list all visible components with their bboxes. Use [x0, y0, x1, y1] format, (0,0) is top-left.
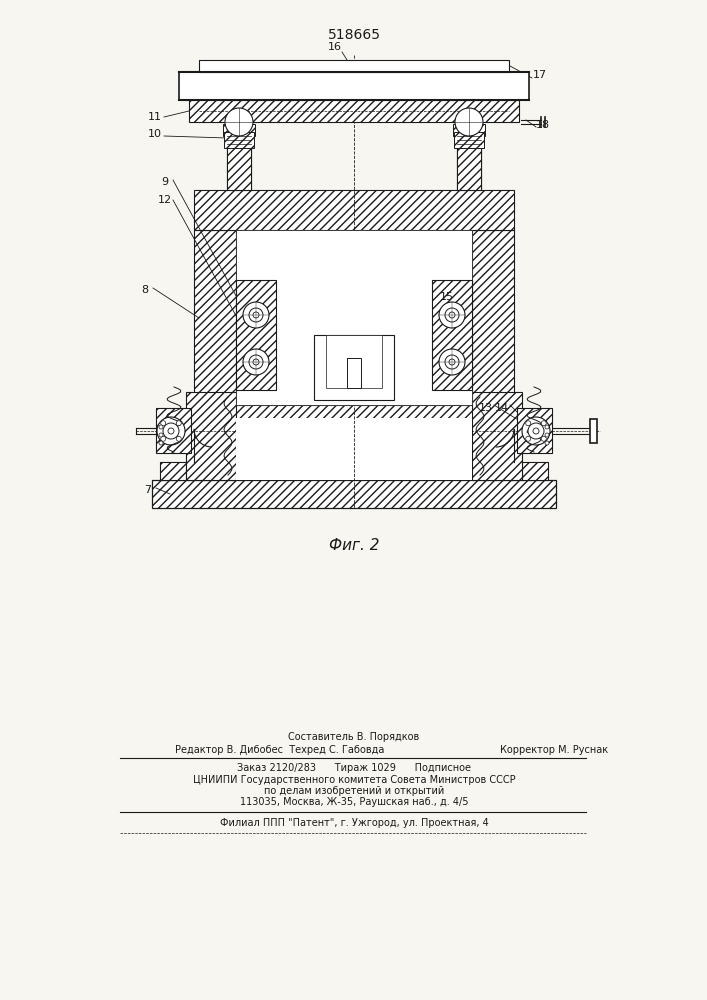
- Circle shape: [455, 108, 483, 136]
- Polygon shape: [453, 124, 485, 136]
- Polygon shape: [160, 462, 186, 480]
- Text: Корректор М. Руснак: Корректор М. Руснак: [500, 745, 608, 755]
- Polygon shape: [236, 280, 276, 390]
- Circle shape: [439, 302, 465, 328]
- Circle shape: [439, 349, 465, 375]
- Polygon shape: [472, 392, 522, 480]
- Bar: [236, 230, 472, 405]
- Circle shape: [526, 421, 531, 426]
- Circle shape: [526, 436, 531, 441]
- Circle shape: [163, 423, 179, 439]
- Text: 18: 18: [536, 120, 550, 130]
- Text: 10: 10: [148, 129, 162, 139]
- Text: Филиал ППП "Патент", г. Ужгород, ул. Проектная, 4: Филиал ППП "Патент", г. Ужгород, ул. Про…: [220, 818, 489, 828]
- Circle shape: [533, 428, 539, 434]
- Text: Составитель В. Порядков: Составитель В. Порядков: [288, 732, 420, 742]
- Text: 15: 15: [440, 292, 454, 302]
- Text: Редактор В. Дибобес  Техред С. Габовда: Редактор В. Дибобес Техред С. Габовда: [175, 745, 385, 755]
- Bar: [236, 418, 472, 480]
- Circle shape: [528, 423, 544, 439]
- Circle shape: [176, 421, 181, 426]
- Text: 17: 17: [533, 70, 547, 80]
- Polygon shape: [194, 405, 514, 447]
- Polygon shape: [156, 408, 191, 453]
- Circle shape: [159, 441, 163, 445]
- Text: 11: 11: [148, 112, 162, 122]
- Circle shape: [449, 359, 455, 365]
- Circle shape: [253, 359, 259, 365]
- Polygon shape: [186, 392, 236, 480]
- Text: 12: 12: [158, 195, 172, 205]
- Polygon shape: [457, 122, 481, 190]
- Polygon shape: [152, 480, 556, 508]
- Circle shape: [243, 349, 269, 375]
- Text: Заказ 2120/283      Тираж 1029      Подписное: Заказ 2120/283 Тираж 1029 Подписное: [237, 763, 471, 773]
- Circle shape: [542, 436, 547, 441]
- Text: 9: 9: [161, 177, 168, 187]
- Text: 113035, Москва, Ж-35, Раушская наб., д. 4/5: 113035, Москва, Ж-35, Раушская наб., д. …: [240, 797, 468, 807]
- Text: ЦНИИПИ Государственного комитета Совета Министров СССР: ЦНИИПИ Государственного комитета Совета …: [193, 775, 515, 785]
- Circle shape: [249, 308, 263, 322]
- Bar: [199, 60, 509, 72]
- Circle shape: [249, 355, 263, 369]
- Circle shape: [445, 355, 459, 369]
- Circle shape: [522, 417, 550, 445]
- Text: 7: 7: [144, 485, 151, 495]
- Polygon shape: [194, 230, 236, 447]
- Polygon shape: [223, 124, 255, 136]
- Text: 14: 14: [495, 403, 509, 413]
- Circle shape: [545, 441, 549, 445]
- Circle shape: [159, 425, 163, 429]
- Circle shape: [449, 312, 455, 318]
- Bar: [347, 358, 361, 388]
- Text: 16: 16: [328, 42, 342, 52]
- Circle shape: [176, 436, 181, 441]
- Circle shape: [243, 302, 269, 328]
- Polygon shape: [432, 280, 472, 390]
- Text: 8: 8: [141, 285, 148, 295]
- Polygon shape: [224, 132, 254, 148]
- Bar: [590, 419, 597, 443]
- Circle shape: [160, 436, 165, 441]
- Polygon shape: [227, 122, 251, 190]
- Circle shape: [542, 421, 547, 426]
- Circle shape: [160, 421, 165, 426]
- Polygon shape: [454, 132, 484, 148]
- Polygon shape: [189, 100, 519, 122]
- Bar: [179, 72, 529, 100]
- Circle shape: [157, 417, 185, 445]
- Text: 518665: 518665: [327, 28, 380, 42]
- Circle shape: [168, 428, 174, 434]
- Circle shape: [545, 433, 549, 437]
- Circle shape: [159, 433, 163, 437]
- Text: 13: 13: [479, 403, 493, 413]
- Polygon shape: [194, 190, 514, 230]
- Circle shape: [225, 108, 253, 136]
- Polygon shape: [472, 230, 514, 447]
- Text: по делам изобретений и открытий: по делам изобретений и открытий: [264, 786, 444, 796]
- Bar: [326, 335, 382, 388]
- Polygon shape: [522, 462, 548, 480]
- Circle shape: [545, 425, 549, 429]
- Circle shape: [253, 312, 259, 318]
- Polygon shape: [517, 408, 552, 453]
- Text: Фиг. 2: Фиг. 2: [329, 538, 379, 552]
- Circle shape: [445, 308, 459, 322]
- Bar: [314, 335, 394, 400]
